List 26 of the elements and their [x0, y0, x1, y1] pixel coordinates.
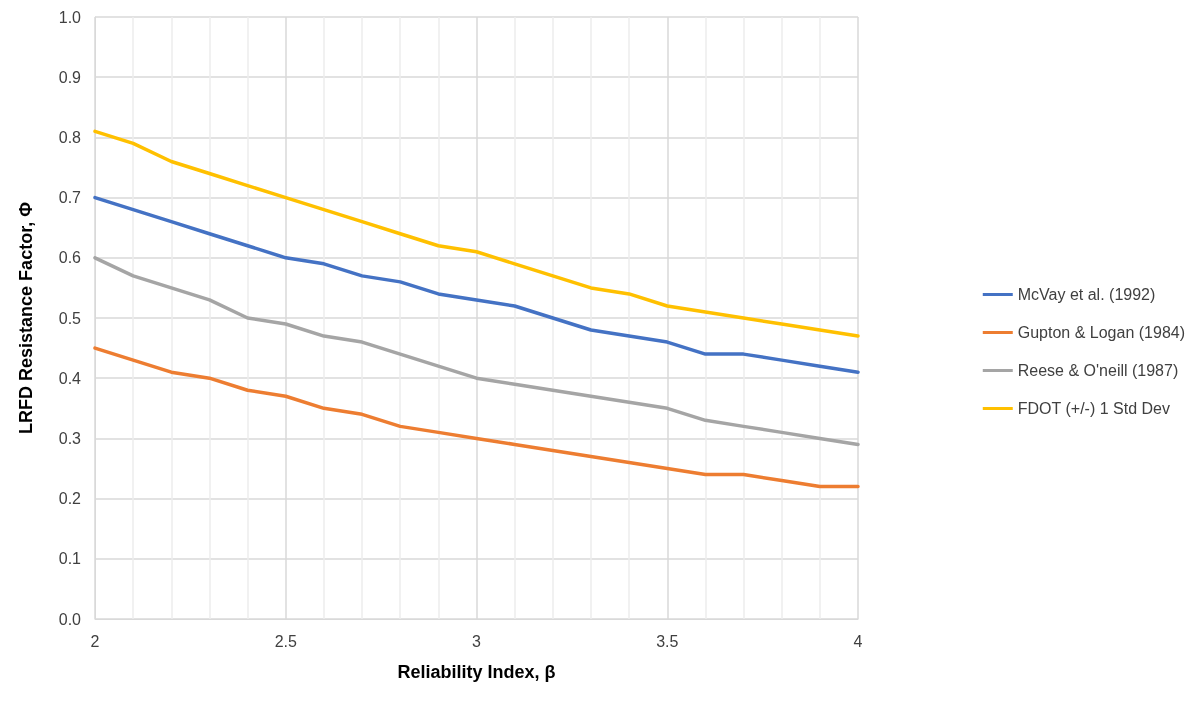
- x-tick-label: 4: [853, 632, 863, 650]
- line-series: [93, 346, 860, 489]
- x-tick-label: 3: [472, 632, 482, 650]
- x-tick-label: 2.5: [274, 632, 297, 650]
- x-tick-label: 3.5: [656, 632, 679, 650]
- legend-label: Reese & O'neill (1987): [1017, 362, 1179, 379]
- y-tick-label: 0.8: [58, 128, 82, 146]
- y-tick-label: 0.7: [58, 189, 82, 207]
- y-tick-label: 0.0: [58, 610, 82, 628]
- y-tick-label: 0.6: [58, 249, 82, 267]
- legend-label: Gupton & Logan (1984): [1017, 324, 1185, 341]
- x-axis-title: Reliability Index, β: [397, 662, 556, 682]
- line-series: [93, 195, 860, 374]
- y-tick-label: 0.5: [58, 309, 82, 327]
- y-tick-label: 0.2: [58, 490, 82, 508]
- legend-label: FDOT (+/-) 1 Std Dev: [1017, 400, 1170, 417]
- line-series: [93, 129, 860, 338]
- y-tick-label: 0.3: [58, 429, 82, 447]
- y-tick-label: 0.4: [58, 369, 82, 387]
- line-series: [93, 256, 860, 447]
- legend-label: McVay et al. (1992): [1017, 286, 1156, 303]
- y-axis-title: LRFD Resistance Factor, Φ: [16, 201, 36, 434]
- y-tick-label: 0.1: [58, 550, 82, 568]
- x-tick-label: 2: [90, 632, 100, 650]
- y-tick-label: 1.0: [58, 8, 82, 26]
- y-tick-label: 0.9: [58, 68, 82, 86]
